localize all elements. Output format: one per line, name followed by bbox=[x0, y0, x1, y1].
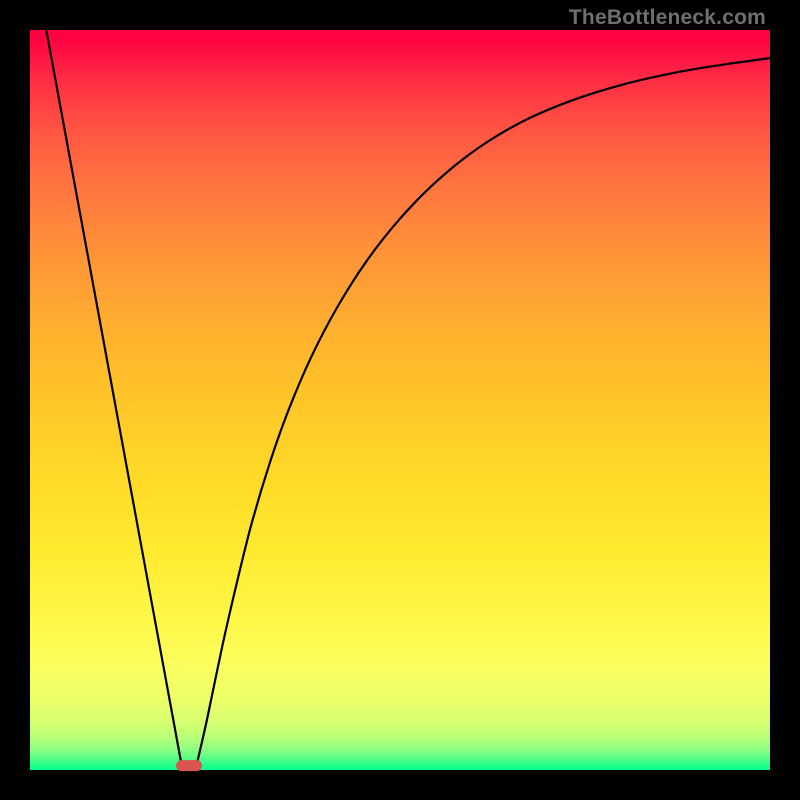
chart-container: TheBottleneck.com bbox=[0, 0, 800, 800]
watermark-text: TheBottleneck.com bbox=[569, 6, 766, 30]
curve-layer bbox=[30, 30, 770, 770]
plot-area bbox=[30, 30, 770, 770]
bottleneck-curve bbox=[46, 30, 770, 766]
minimum-marker bbox=[176, 760, 202, 772]
